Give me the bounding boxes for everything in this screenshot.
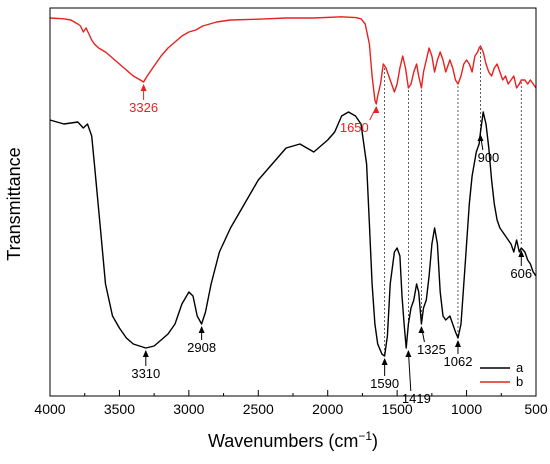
peak-label-1650: 1650 [340,120,369,135]
peak-arrow-head [373,106,380,113]
peak-arrow-head [418,326,425,333]
series-layer [49,16,537,357]
x-tick-label: 1000 [451,401,482,417]
series-line-a [49,111,537,357]
peak-label-1590: 1590 [370,376,399,391]
peak-arrow-head [198,326,205,333]
peak-arrow-head [405,350,412,357]
x-axis-ticks: 4000 3500 3000 2500 2000 1500 1000 500 [34,390,548,417]
peak-arrow-head [477,134,484,141]
x-axis-label-text: Wavenumbers (cm [208,431,358,451]
peak-label-3310: 3310 [131,366,160,381]
reference-lines [384,48,522,354]
x-tick-label: 1500 [382,401,413,417]
peak-label-3326: 3326 [129,100,158,115]
peak-label-900: 900 [478,150,500,165]
legend: ab [480,360,524,389]
y-axis-label: Transmittance [4,147,24,260]
x-tick-label: 4000 [34,401,65,417]
peak-arrow-shaft [407,350,412,392]
peak-label-1419: 1419 [402,391,431,406]
peak-label-1062: 1062 [444,354,473,369]
x-axis-label-close: ) [372,431,378,451]
peak-label-1325: 1325 [417,342,446,357]
peak-arrow-head [454,340,461,347]
peak-label-606: 606 [510,266,532,281]
x-tick-label: 500 [524,401,548,417]
x-tick-label: 2000 [312,401,343,417]
legend-label-a: a [516,360,524,375]
series-line-b [49,16,537,105]
x-tick-label: 2500 [243,401,274,417]
peak-label-2908: 2908 [187,340,216,355]
x-axis-label: Wavenumbers (cm−1) [208,429,378,451]
peak-arrow-head [142,350,149,357]
peak-arrow-head [518,250,525,257]
x-tick-label: 3000 [173,401,204,417]
legend-label-b: b [516,374,523,389]
peak-arrow-head [381,358,388,365]
peak-arrow-head [140,84,147,91]
x-axis-label-superscript: −1 [358,429,372,443]
x-tick-label: 3500 [104,401,135,417]
